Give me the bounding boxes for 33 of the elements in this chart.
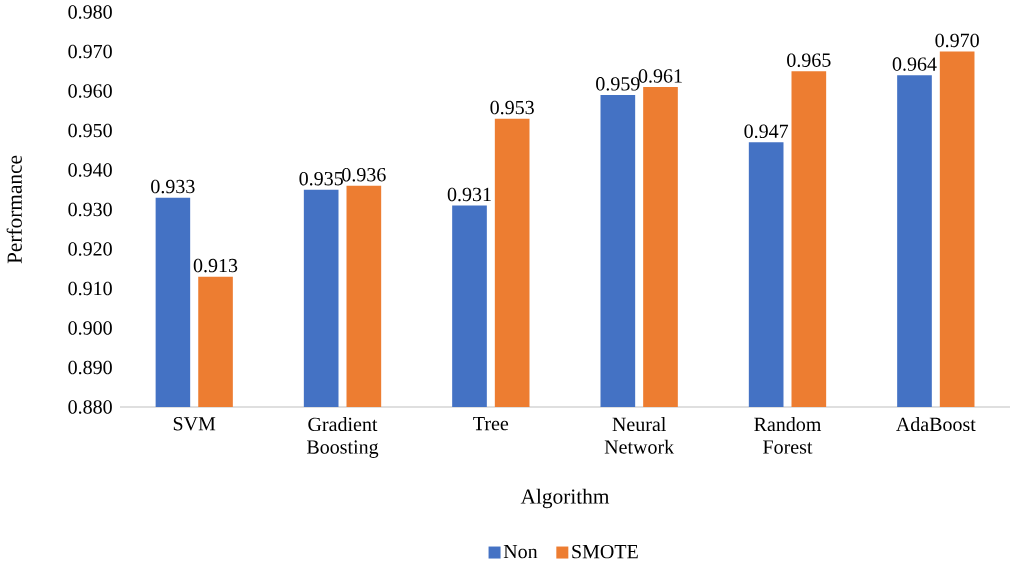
x-tick-label: Neural Network xyxy=(604,417,675,454)
data-label: 0.953 xyxy=(490,100,534,115)
y-tick-label: 0.950 xyxy=(68,123,112,138)
data-label: 0.931 xyxy=(447,187,491,202)
data-label: 0.970 xyxy=(935,33,979,48)
data-label: 0.933 xyxy=(151,179,195,194)
data-label: 0.965 xyxy=(787,53,831,67)
legend-label: SMOTE xyxy=(572,544,638,559)
y-tick-label: 0.900 xyxy=(68,321,112,335)
data-label: 0.964 xyxy=(892,57,937,71)
y-tick-label: 0.980 xyxy=(68,5,112,19)
y-tick-label: 0.960 xyxy=(68,84,112,98)
data-label: 0.947 xyxy=(744,124,789,139)
y-tick-label: 0.880 xyxy=(68,400,112,414)
data-label: 0.959 xyxy=(596,77,640,91)
y-tick-label: 0.970 xyxy=(68,44,112,59)
y-axis-title: Performance xyxy=(6,155,22,264)
data-label: 0.961 xyxy=(638,69,682,83)
x-tick-label: Random Forest xyxy=(754,417,822,454)
y-tick-label: 0.940 xyxy=(68,163,112,177)
data-label: 0.936 xyxy=(342,167,386,182)
x-tick-label: SVM xyxy=(173,417,216,431)
x-tick-label: AdaBoost xyxy=(896,417,976,432)
y-tick-label: 0.890 xyxy=(68,360,112,375)
data-label: 0.935 xyxy=(299,171,343,186)
data-label: 0.913 xyxy=(193,258,238,273)
y-tick-label: 0.920 xyxy=(68,242,112,256)
x-tick-label: Gradient Boosting xyxy=(306,417,379,458)
x-axis-title: Algorithm xyxy=(520,488,610,509)
legend-label: Non xyxy=(503,544,538,559)
x-tick-label: Tree xyxy=(473,417,509,431)
y-tick-label: 0.910 xyxy=(68,281,112,296)
y-tick-label: 0.930 xyxy=(68,202,112,217)
